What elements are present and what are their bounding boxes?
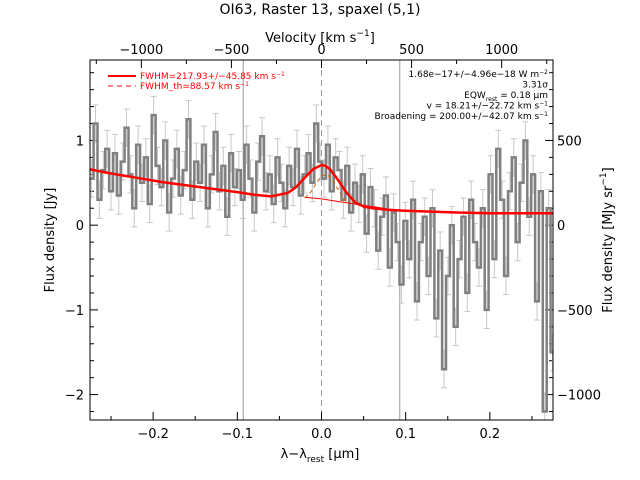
- top-tick-label: 500: [399, 43, 424, 58]
- x-tick-label: 0.1: [395, 427, 416, 442]
- annotation-text: 3.31σ: [522, 81, 548, 91]
- legend-label: FWHM_th=88.57 km s−1: [140, 81, 249, 92]
- y-tick-label: −1: [65, 304, 84, 319]
- thermal-profile-line: [304, 173, 348, 203]
- x-tick-label: 0.2: [480, 427, 501, 442]
- legend-label: FWHM=217.93+/−45.85 km s−1: [140, 71, 285, 82]
- y-tick-label: −2: [65, 389, 84, 404]
- right-tick-label: 0: [557, 219, 565, 234]
- right-tick-label: 500: [557, 134, 582, 149]
- x-tick-label: −0.2: [137, 427, 169, 442]
- annotation-text: 1.68e−17+/−4.96e−18 W m−2: [409, 69, 549, 80]
- top-axis-label: Velocity [km s−1]: [265, 29, 375, 46]
- plot-frame: [89, 59, 554, 421]
- right-axis-label: Flux density [MJy sr−1]: [599, 167, 616, 312]
- plot-area: [90, 95, 553, 420]
- legend: FWHM=217.93+/−45.85 km s−1FWHM_th=88.57 …: [108, 71, 285, 92]
- top-tick-label: 1000: [485, 43, 518, 58]
- chart-title: OI63, Raster 13, spaxel (5,1): [220, 2, 421, 18]
- y-axis-label: Flux density [Jy]: [43, 188, 58, 293]
- right-tick-label: −500: [557, 304, 593, 319]
- top-tick-label: −1000: [119, 43, 163, 58]
- fit-line: [90, 163, 553, 215]
- annotation-text: Broadening = 200.00+/−42.07 km s−1: [375, 111, 549, 122]
- right-tick-label: −1000: [557, 389, 601, 404]
- annotation-text: EQWrest = 0.18 μm: [464, 91, 548, 103]
- data-series-line: [90, 113, 553, 413]
- x-tick-label: −0.1: [222, 427, 254, 442]
- top-tick-label: 0: [317, 43, 325, 58]
- annotation-text: v = 18.21+/−22.72 km s−1: [427, 101, 549, 112]
- x-axis-label: λ−λrest [μm]: [281, 447, 360, 465]
- x-tick-label: 0.0: [311, 427, 332, 442]
- y-tick-label: 1: [76, 134, 84, 149]
- y-tick-label: 0: [76, 219, 84, 234]
- top-tick-label: −500: [214, 43, 250, 58]
